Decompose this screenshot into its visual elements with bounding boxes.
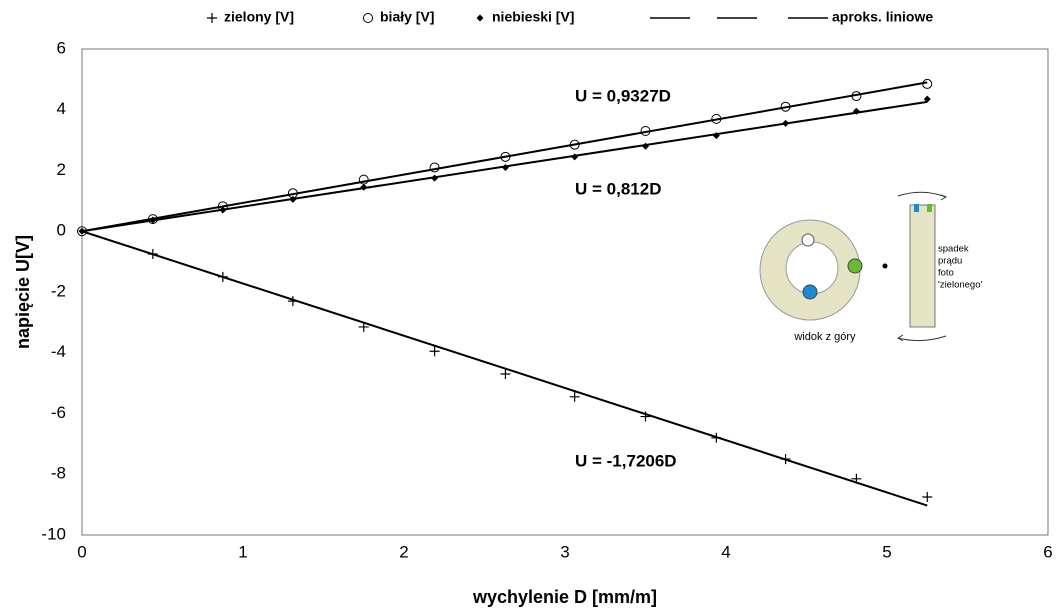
blue-dot [883,264,888,269]
inset-note: foto [938,268,954,279]
x-tick-label: 6 [1043,542,1052,561]
y-axis-label: napięcie U[V] [13,235,33,349]
chart: widok z góry spadekprądufoto'zielonego' … [0,0,1056,610]
y-tick-label: -10 [41,524,66,543]
legend-label: biały [V] [380,9,434,25]
annotation: U = 0,9327D [575,86,671,105]
white-sensor [802,234,814,246]
x-axis-label: wychylenie D [mm/m] [472,587,657,607]
blue-mark [914,204,919,212]
y-tick-label: -2 [51,281,66,300]
x-tick-label: 3 [560,542,569,561]
y-tick-label: 2 [57,160,66,179]
inset-note: 'zielonego' [938,280,982,291]
y-tick-label: -6 [51,403,66,422]
annotation: U = 0,812D [575,179,661,198]
circle-marker [364,14,373,23]
y-tick-label: 4 [57,99,66,118]
inset-note: spadek [938,244,969,255]
x-tick-label: 0 [77,542,86,561]
x-tick-label: 4 [721,542,730,561]
y-tick-label: 0 [57,221,66,240]
blue-sensor [803,285,817,299]
side-view [910,205,935,327]
inset-note: prądu [938,256,962,267]
legend-label: niebieski [V] [492,9,574,25]
x-tick-label: 2 [399,542,408,561]
background [0,0,1056,610]
y-tick-label: -4 [51,342,66,361]
green-sensor [848,259,862,273]
x-tick-label: 5 [882,542,891,561]
inset-caption: widok z góry [793,331,856,343]
y-tick-label: 6 [57,38,66,57]
y-tick-label: -8 [51,464,66,483]
legend-label: aproks. liniowe [832,9,933,25]
x-tick-label: 1 [238,542,247,561]
green-mark [927,204,932,212]
annotation: U = -1,7206D [575,451,677,470]
legend-label: zielony [V] [224,9,294,25]
